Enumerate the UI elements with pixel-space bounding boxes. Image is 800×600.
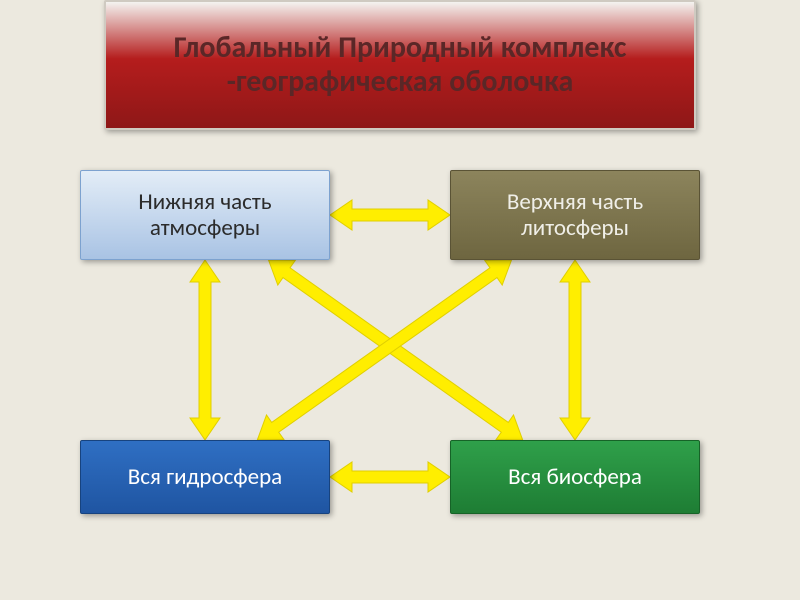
node-atmosphere: Нижняя часть атмосферы (80, 170, 330, 260)
node-label: Нижняя часть атмосферы (91, 189, 319, 242)
title-text: Глобальный Природный комплекс -географич… (124, 31, 676, 100)
arrow-atmosphere-lithosphere (330, 200, 450, 230)
node-hydrosphere: Вся гидросфера (80, 440, 330, 514)
node-lithosphere: Верхняя часть литосферы (450, 170, 700, 260)
diagram-stage: Глобальный Природный комплекс -географич… (0, 0, 800, 600)
arrow-atmosphere-biosphere (269, 260, 523, 440)
title-banner: Глобальный Природный комплекс -географич… (104, 0, 696, 130)
arrow-lithosphere-hydrosphere (257, 260, 511, 440)
arrow-atmosphere-hydrosphere (190, 260, 220, 440)
node-label: Вся гидросфера (128, 464, 282, 490)
arrow-lithosphere-biosphere (560, 260, 590, 440)
node-label: Вся биосфера (508, 464, 642, 490)
arrow-hydrosphere-biosphere (330, 462, 450, 492)
node-biosphere: Вся биосфера (450, 440, 700, 514)
node-label: Верхняя часть литосферы (461, 189, 689, 242)
